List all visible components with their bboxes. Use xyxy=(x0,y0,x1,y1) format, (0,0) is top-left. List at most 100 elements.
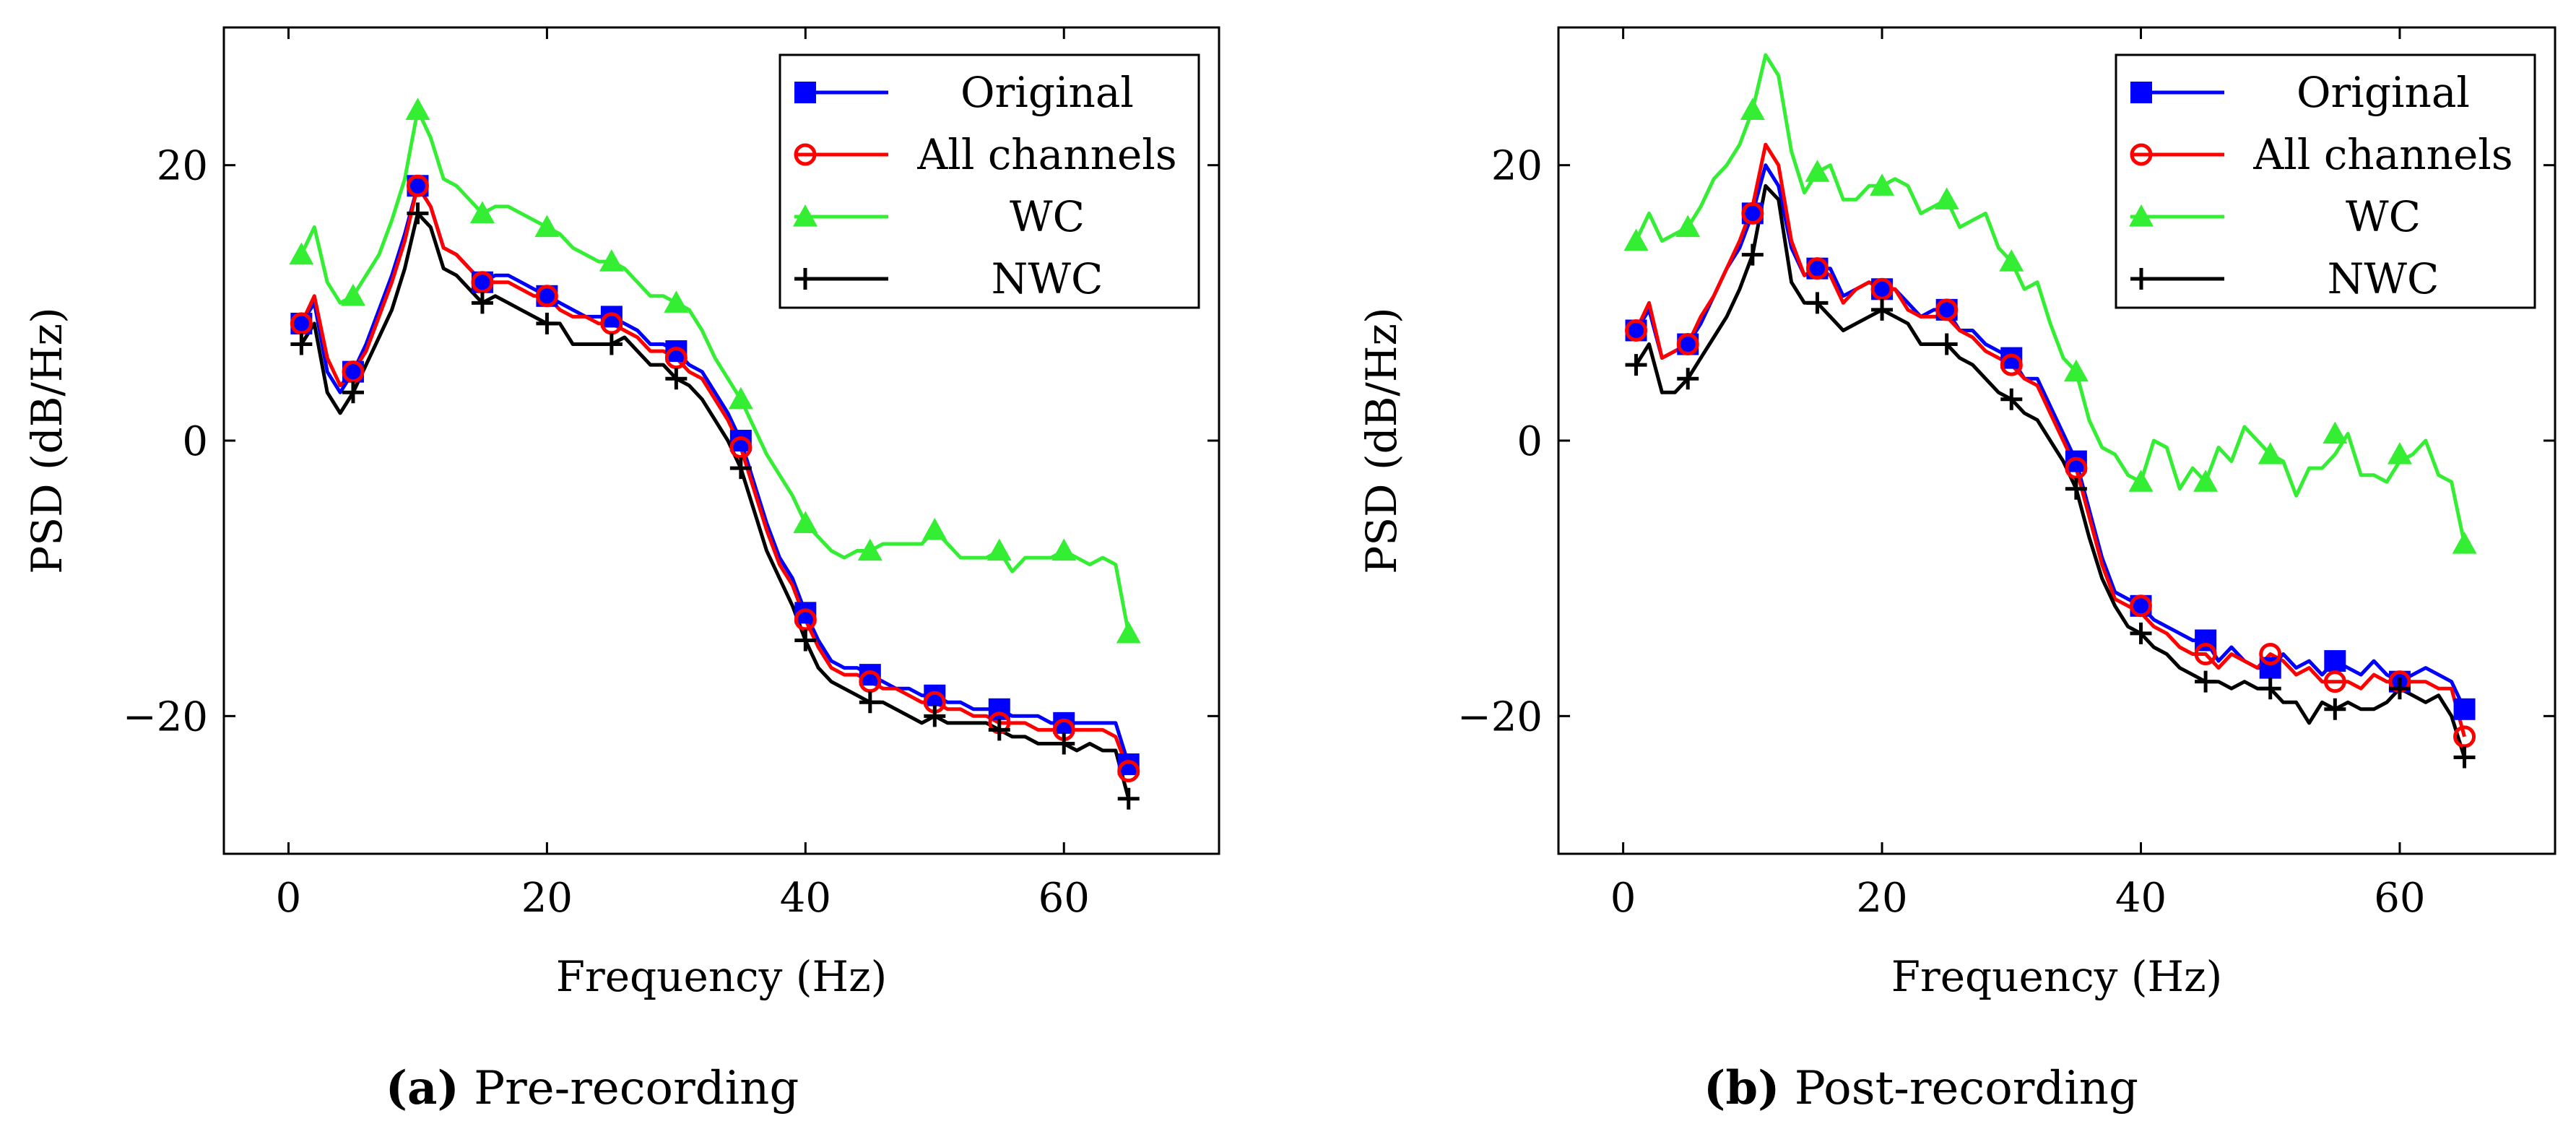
data-point xyxy=(1805,160,1830,182)
legend-marker-1 xyxy=(794,82,816,103)
x-tick-label: 20 xyxy=(521,875,573,922)
data-point xyxy=(290,312,313,335)
legend: Original All channels WC NWC xyxy=(779,53,1200,309)
data-point xyxy=(1740,98,1765,120)
data-point xyxy=(2324,698,2346,720)
legend-label-2: All channels xyxy=(916,130,1176,179)
data-point xyxy=(1741,202,1764,225)
data-point xyxy=(1677,368,1699,390)
data-point xyxy=(1675,215,1701,238)
legend-label-2: All channels xyxy=(2252,130,2512,179)
legend-box xyxy=(779,53,1200,309)
y-tick-label: −20 xyxy=(1457,693,1543,740)
data-point xyxy=(1806,292,1829,314)
data-point xyxy=(2453,746,2476,769)
data-point xyxy=(728,386,753,410)
legend: Original All channels WC NWC xyxy=(2115,53,2536,309)
data-point xyxy=(922,517,947,540)
data-point xyxy=(534,215,560,238)
data-point xyxy=(988,719,1010,741)
legend-label-3: WC xyxy=(1010,192,1085,241)
legend-label-4: NWC xyxy=(992,254,1103,303)
data-point xyxy=(2453,725,2476,748)
data-point xyxy=(342,381,364,404)
legend-marker-1 xyxy=(2130,82,2152,103)
data-point xyxy=(2000,388,2023,410)
legend-label-4: NWC xyxy=(2328,254,2440,303)
data-point xyxy=(2388,678,2411,700)
legend-box xyxy=(2115,53,2536,309)
data-point xyxy=(1676,333,1699,356)
data-point xyxy=(665,368,688,390)
figure-caption: (b) Post-recording xyxy=(1704,1061,2138,1115)
figure-caption: (a) Pre-recording xyxy=(386,1061,799,1115)
data-point xyxy=(2258,442,2283,464)
data-point xyxy=(1625,354,1647,376)
data-point xyxy=(289,242,314,265)
caption-text: Pre-recording xyxy=(459,1062,799,1115)
data-point xyxy=(535,285,558,308)
data-point xyxy=(599,249,624,272)
x-tick-label: 60 xyxy=(2374,875,2425,922)
data-point xyxy=(1053,732,1075,755)
data-point xyxy=(794,608,817,631)
x-tick-label: 0 xyxy=(1610,875,1636,922)
caption-letter: (a) xyxy=(386,1061,459,1115)
legend-marker-4 xyxy=(2130,268,2152,290)
data-point xyxy=(471,271,494,294)
data-point xyxy=(1117,760,1140,783)
x-tick-label: 40 xyxy=(780,875,831,922)
series-markers-2 xyxy=(1625,202,2476,748)
legend-marker-3 xyxy=(2129,204,2154,227)
data-point xyxy=(1934,187,1959,209)
legend-label-3: WC xyxy=(2346,192,2421,241)
data-point xyxy=(2324,650,2346,672)
data-point xyxy=(2129,594,2152,618)
data-point xyxy=(600,312,623,335)
legend-marker-2 xyxy=(794,143,817,166)
data-point xyxy=(342,360,365,384)
y-axis-label: PSD (dB/Hz) xyxy=(22,307,71,574)
data-point xyxy=(857,538,882,561)
data-point xyxy=(1935,298,1959,321)
data-point xyxy=(1741,243,1764,266)
x-tick-label: 0 xyxy=(276,875,302,922)
legend-marker-2 xyxy=(2130,143,2153,166)
y-tick-label: 0 xyxy=(182,418,208,465)
data-point xyxy=(1871,298,1894,321)
data-point xyxy=(2195,670,2217,693)
series-markers-3 xyxy=(1623,98,2477,554)
data-point xyxy=(407,202,429,225)
data-point xyxy=(859,691,881,714)
data-point xyxy=(1935,333,1958,355)
data-point xyxy=(471,292,493,314)
series-markers-4 xyxy=(1625,243,2476,769)
data-point xyxy=(986,538,1012,561)
data-point xyxy=(290,333,313,355)
legend-marker-4 xyxy=(794,268,816,290)
legend-label-1: Original xyxy=(960,68,1134,117)
data-point xyxy=(405,98,430,120)
data-point xyxy=(924,705,946,727)
data-point xyxy=(729,457,752,480)
data-point xyxy=(1623,228,1649,251)
data-point xyxy=(2323,421,2348,444)
y-tick-label: 20 xyxy=(1491,143,1543,190)
data-point xyxy=(664,290,689,313)
data-point xyxy=(2193,470,2219,492)
legend-marker-3 xyxy=(793,204,818,227)
data-point xyxy=(2065,477,2087,500)
data-point xyxy=(1805,257,1829,280)
data-point xyxy=(406,174,429,197)
data-point xyxy=(793,511,818,533)
data-point xyxy=(664,347,688,370)
series-markers-3 xyxy=(289,98,1141,644)
caption-letter: (b) xyxy=(1704,1061,1779,1115)
data-point xyxy=(2387,442,2412,464)
data-point xyxy=(1625,319,1648,342)
legend-label-1: Original xyxy=(2297,68,2470,117)
y-tick-label: 20 xyxy=(157,143,208,190)
data-point xyxy=(2453,698,2476,720)
data-point xyxy=(1999,249,2024,272)
x-axis-label: Frequency (Hz) xyxy=(556,952,888,1001)
